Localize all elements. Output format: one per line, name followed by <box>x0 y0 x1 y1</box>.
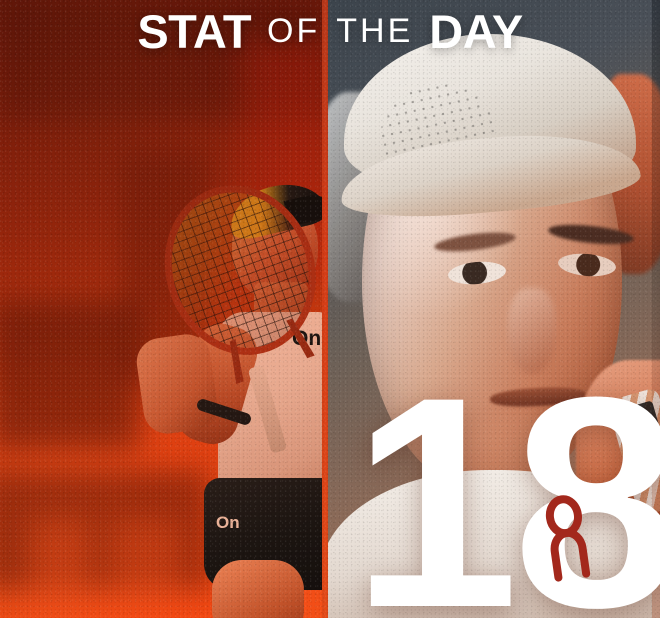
headline: STAT OF THE DAY <box>0 0 660 62</box>
eyebrow-left <box>433 229 517 255</box>
nose <box>508 288 556 374</box>
shirt-collar <box>326 470 660 618</box>
left-photo-panel: On On <box>0 0 326 618</box>
left-vignette <box>0 0 326 618</box>
right-duotone-wash <box>652 0 660 618</box>
panel-divider <box>322 0 328 618</box>
headline-word-stat: STAT <box>137 4 252 58</box>
stat-number: 18 <box>352 334 660 618</box>
right-photo-panel <box>326 0 660 618</box>
headline-word-of: OF <box>267 12 321 50</box>
eye-right <box>557 251 617 279</box>
left-duotone-wash <box>0 0 326 618</box>
eye-left <box>447 259 507 287</box>
headline-word-day: DAY <box>429 4 523 58</box>
headline-word-the: THE <box>336 12 414 50</box>
